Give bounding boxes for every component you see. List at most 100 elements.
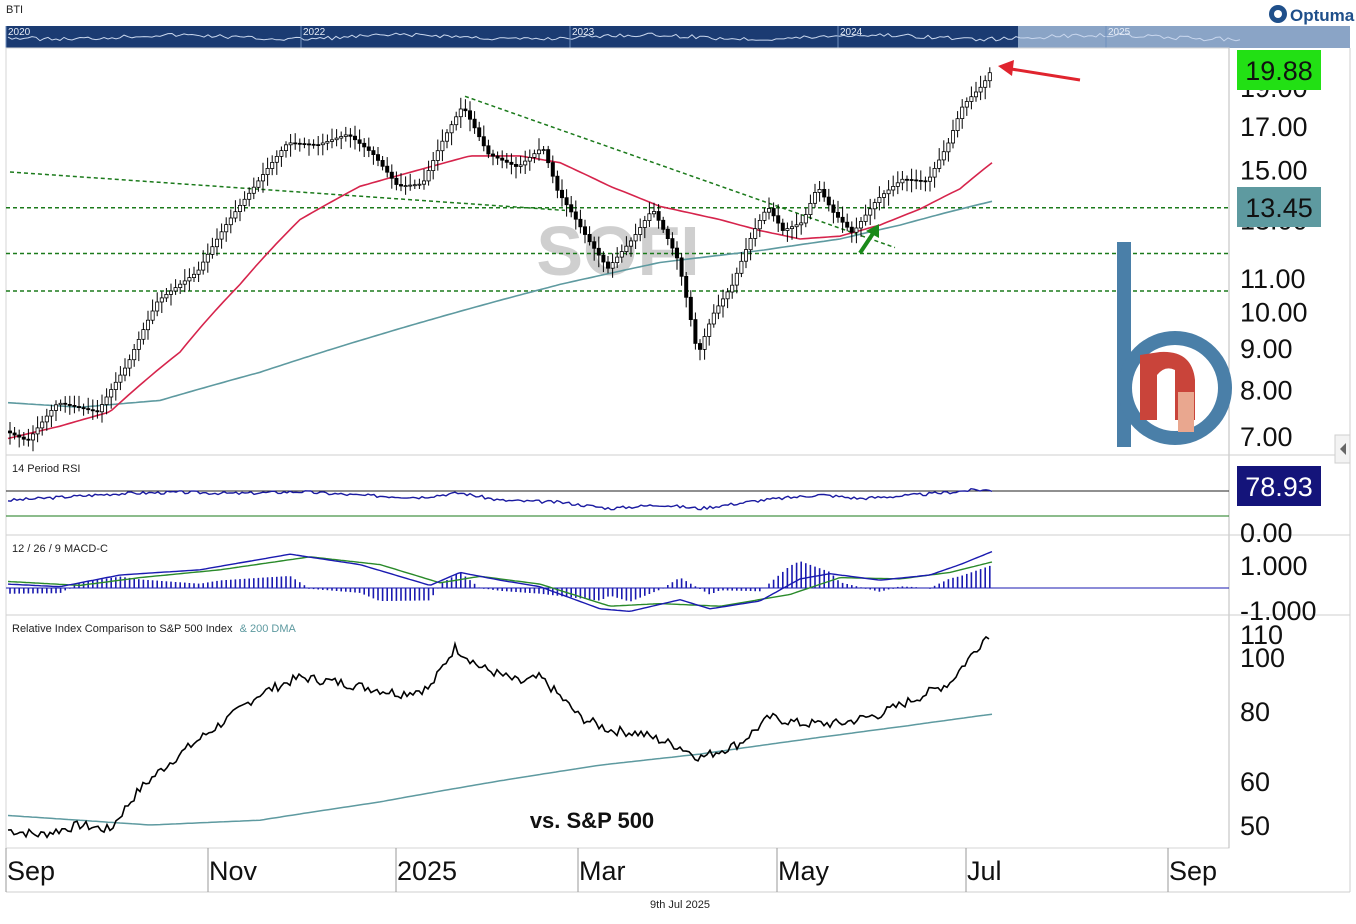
macd-bar	[469, 580, 471, 588]
candle-body	[86, 408, 91, 411]
macd-bar	[234, 579, 237, 588]
macd-bar	[193, 583, 195, 588]
candle-body	[95, 410, 100, 413]
candle-body	[417, 183, 422, 186]
macd-bar	[124, 577, 126, 588]
candle-body	[808, 202, 813, 215]
macd-bar	[722, 588, 724, 591]
candle-body	[12, 432, 17, 436]
candle-body	[463, 108, 468, 112]
overview-strip[interactable]: 2020 2022 2023 2024 2025	[5, 26, 1350, 48]
macd-bar	[432, 588, 434, 596]
macd-bar	[248, 578, 250, 588]
macd-bar	[662, 587, 664, 589]
macd-bar	[818, 568, 821, 588]
candle-body	[191, 273, 196, 278]
candle-body	[58, 402, 63, 406]
macd-bar	[795, 562, 798, 588]
macd-bar	[938, 583, 940, 588]
macd-tick-neg: -1.000	[1240, 596, 1317, 626]
x-axis: Sep Nov 2025 Mar May Jul Sep	[5, 848, 1217, 892]
candle-body	[389, 171, 394, 179]
macd-bar	[151, 580, 154, 588]
candle-body	[127, 359, 132, 369]
macd-bar	[377, 588, 379, 601]
macd-bar	[763, 587, 766, 589]
macd-bar	[473, 583, 476, 588]
macd-bar	[257, 577, 260, 588]
macd-bar	[970, 572, 973, 588]
candle-body	[951, 130, 956, 144]
macd-bar	[119, 576, 122, 588]
macd-bar	[975, 570, 977, 588]
candle-body	[555, 175, 560, 191]
candle-body	[293, 142, 298, 145]
candle-body	[472, 118, 477, 129]
macd-bar	[510, 588, 513, 592]
candle-body	[35, 427, 40, 435]
candle-body	[118, 374, 123, 383]
level-value: 13.45	[1245, 193, 1313, 223]
candle-body	[748, 237, 753, 251]
candle-body	[610, 262, 615, 269]
candle-body	[141, 329, 146, 340]
macd-bar	[55, 588, 57, 594]
candle-body	[467, 110, 472, 120]
candle-body	[164, 293, 169, 299]
candle-body	[647, 213, 652, 222]
candle-body	[270, 161, 275, 169]
candle-body	[178, 283, 183, 289]
candle-body	[509, 161, 514, 165]
candle-body	[854, 227, 859, 233]
macd-bar	[36, 588, 39, 594]
macd-bar	[299, 582, 301, 588]
macd-bar	[46, 588, 48, 594]
candle-body	[684, 275, 689, 298]
trendline-descending	[464, 95, 896, 249]
candle-body	[863, 214, 868, 222]
candle-body	[817, 188, 822, 193]
macd-bar	[676, 579, 678, 588]
macd-bar	[59, 588, 62, 593]
optuma-logo: Optuma	[1269, 5, 1355, 25]
candle-body	[219, 231, 224, 240]
candle-body	[615, 256, 620, 264]
macd-bar	[579, 588, 582, 599]
candle-body	[693, 319, 698, 344]
macd-bar	[736, 588, 738, 591]
macd-bar	[943, 581, 945, 588]
overview-year: 2022	[303, 27, 326, 38]
candle-body	[205, 253, 210, 263]
candle-body	[54, 404, 59, 411]
macd-bar	[161, 581, 163, 588]
macd-bar	[864, 588, 867, 589]
macd-bar	[786, 568, 789, 588]
macd-bar	[262, 577, 264, 588]
candle-body	[279, 150, 284, 157]
macd-bar	[906, 586, 908, 588]
rsi-tick-label: 0.00	[1240, 518, 1293, 548]
candle-body	[757, 219, 762, 230]
scroll-handle[interactable]	[1334, 434, 1351, 464]
macd-bar	[713, 588, 715, 593]
macd-bar	[745, 588, 747, 591]
rel-tick-label: 60	[1240, 767, 1270, 797]
candle-body	[882, 193, 887, 198]
price-tick-label: 11.00	[1240, 264, 1306, 294]
candle-body	[237, 204, 242, 212]
macd-bar	[73, 585, 76, 588]
macd-bar	[598, 588, 600, 601]
candle-body	[831, 204, 836, 213]
macd-bar	[280, 576, 283, 588]
candle-body	[311, 143, 316, 146]
macd-bar	[878, 588, 881, 592]
candle-body	[537, 149, 542, 155]
candle-body	[849, 226, 854, 233]
macd-bar	[18, 588, 20, 594]
macd-bar	[179, 582, 181, 588]
macd-bar	[128, 577, 131, 588]
candle-body	[145, 319, 150, 331]
macd-bar	[966, 573, 968, 588]
macd-bar	[897, 586, 899, 588]
macd-bar	[717, 588, 720, 591]
